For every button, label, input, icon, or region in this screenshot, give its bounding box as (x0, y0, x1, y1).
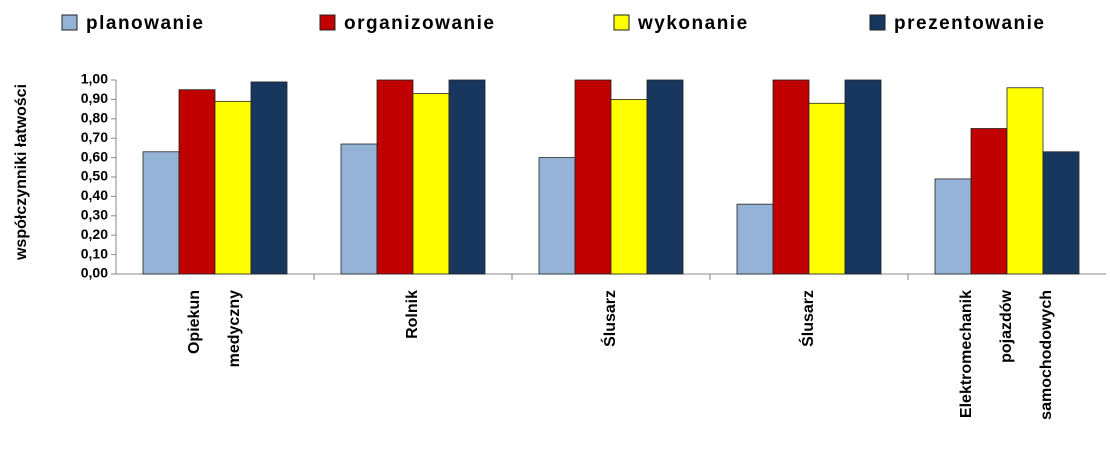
y-axis-title: współczynniki łatwości (13, 84, 30, 261)
x-tick-label: Elektromechanik pojazdów samochodowych (958, 289, 1055, 419)
bar (448, 79, 486, 275)
bar (340, 143, 378, 275)
legend-label: wykonanie (637, 13, 749, 34)
bar (178, 89, 216, 275)
x-tick-label: Ślusarz (600, 290, 619, 347)
y-tick-label: 0,10 (81, 245, 108, 261)
y-tick-label: 0,80 (81, 110, 108, 126)
x-tick-label: Ślusarz (798, 290, 817, 347)
y-tick-label: 0,20 (81, 226, 108, 242)
bar (610, 99, 648, 275)
bar (808, 102, 846, 275)
y-tick-label: 0,50 (81, 168, 108, 184)
x-tick-label: Rolnik (404, 290, 421, 339)
y-tick-label: 0,70 (81, 129, 108, 145)
legend-label: prezentowanie (894, 13, 1045, 34)
legend-swatch (613, 14, 630, 31)
bar (250, 81, 288, 275)
legend-label: organizowanie (344, 13, 495, 34)
bar (844, 79, 882, 275)
y-tick-label: 0,30 (81, 207, 108, 223)
y-tick-label: 1,00 (81, 71, 108, 87)
bar (214, 100, 252, 275)
bar (412, 93, 450, 275)
bar (772, 79, 810, 275)
legend-label: planowanie (86, 13, 204, 34)
y-tick-label: 0,90 (81, 90, 108, 106)
y-tick-label: 0,00 (81, 265, 108, 281)
bar (574, 79, 612, 275)
legend-swatch (61, 14, 78, 31)
bar (736, 203, 774, 275)
bar (934, 178, 972, 275)
bar (646, 79, 684, 275)
bar (538, 157, 576, 275)
x-tick-label: Opiekun medyczny (186, 290, 243, 367)
bar (970, 128, 1008, 275)
bar (1006, 87, 1044, 275)
y-tick-label: 0,60 (81, 148, 108, 164)
legend-swatch (869, 14, 886, 31)
legend-swatch (319, 14, 336, 31)
y-tick-label: 0,40 (81, 187, 108, 203)
bar (376, 79, 414, 275)
bar (1042, 151, 1080, 275)
bar (142, 151, 180, 275)
